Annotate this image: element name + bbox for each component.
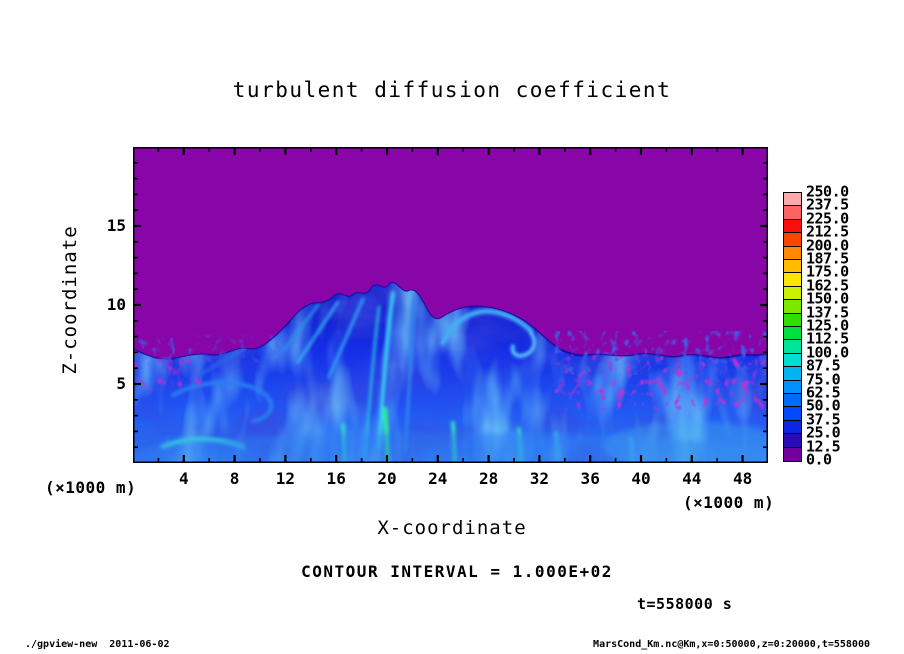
x-tick-label: 36 bbox=[580, 469, 600, 488]
colorbar-tick-label: 137.5 bbox=[806, 303, 849, 322]
colorbar-tick-label: 162.5 bbox=[806, 276, 849, 295]
footer-file-text: MarsCond_Km.nc@Km,x=0:50000,z=0:20000,t=… bbox=[593, 639, 870, 650]
colorbar-tick-label: 175.0 bbox=[806, 263, 849, 282]
colorbar-tick-label: 250.0 bbox=[806, 182, 849, 201]
plot-area bbox=[133, 147, 768, 463]
colorbar-tick-label: 62.5 bbox=[806, 383, 841, 402]
z-tick-label: 15 bbox=[106, 216, 126, 236]
colorbar-tick-label: 75.0 bbox=[806, 370, 841, 389]
x-tick-label: 8 bbox=[229, 469, 240, 488]
x-tick-label: 32 bbox=[529, 469, 550, 488]
colorbar-tick-label: 225.0 bbox=[806, 209, 849, 228]
z-tick-label: 5 bbox=[116, 374, 126, 394]
colorbar-tick-label: 87.5 bbox=[806, 356, 841, 375]
colorbar-tick-label: 187.5 bbox=[806, 249, 849, 268]
colorbar-tick-label: 12.5 bbox=[806, 437, 841, 456]
colorbar-tick-label: 237.5 bbox=[806, 196, 849, 215]
z-axis-label: Z-coordinate bbox=[59, 225, 81, 375]
x-tick-label: 16 bbox=[326, 469, 346, 488]
interface-speckles bbox=[133, 333, 768, 373]
footer-command-text: ./gpview-new 2011-06-02 bbox=[25, 639, 170, 650]
colorbar-tick-label: 37.5 bbox=[806, 410, 841, 429]
colorbar-tick-label: 100.0 bbox=[806, 343, 849, 362]
colorbar-tick-label: 25.0 bbox=[806, 423, 841, 442]
x-axis-unit-left: (×1000 m) bbox=[45, 478, 137, 497]
colorbar-tick-label: 150.0 bbox=[806, 289, 849, 308]
x-tick-label: 4 bbox=[178, 469, 189, 488]
colorbar-cell bbox=[783, 446, 802, 462]
contour-interval-text: CONTOUR INTERVAL = 1.000E+02 bbox=[301, 562, 613, 581]
x-tick-label: 20 bbox=[377, 469, 397, 488]
x-tick-label: 40 bbox=[631, 469, 651, 488]
colorbar-tick-label: 212.5 bbox=[806, 222, 849, 241]
colorbar-tick-label: 125.0 bbox=[806, 316, 849, 335]
colorbar-tick-label: 0.0 bbox=[806, 450, 832, 469]
x-tick-label: 24 bbox=[428, 469, 448, 488]
colorbar-tick-label: 50.0 bbox=[806, 397, 841, 416]
x-axis-label: X-coordinate bbox=[377, 517, 527, 539]
x-axis-unit-right: (×1000 m) bbox=[683, 493, 775, 512]
colorbar-tick-label: 200.0 bbox=[806, 236, 849, 255]
x-tick-label: 44 bbox=[682, 469, 702, 488]
colorbar-tick-label: 112.5 bbox=[806, 330, 849, 349]
z-tick-label: 10 bbox=[106, 295, 126, 315]
time-annotation: t=558000 s bbox=[637, 595, 733, 613]
x-tick-label: 28 bbox=[478, 469, 499, 488]
x-tick-label: 48 bbox=[732, 469, 753, 488]
x-tick-label: 12 bbox=[275, 469, 296, 488]
plot-title: turbulent diffusion coefficient bbox=[232, 78, 672, 102]
